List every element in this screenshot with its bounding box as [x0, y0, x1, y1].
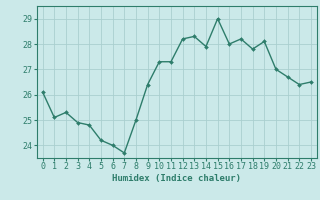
X-axis label: Humidex (Indice chaleur): Humidex (Indice chaleur): [112, 174, 241, 183]
